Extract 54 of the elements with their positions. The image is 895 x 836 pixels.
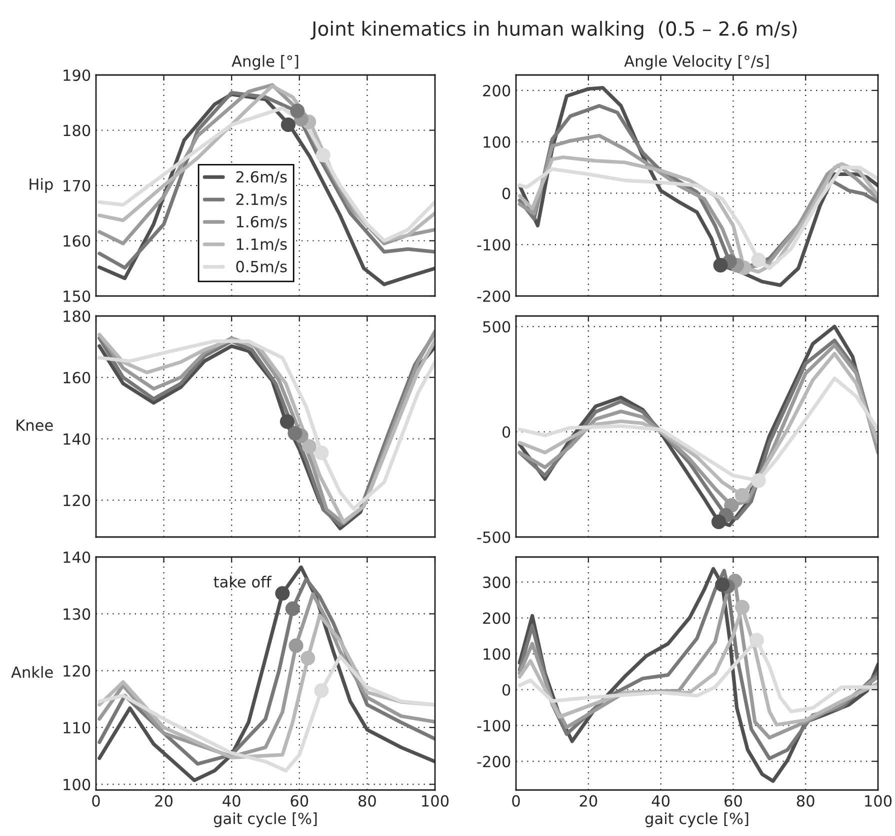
y-tick-label: 110 (64, 722, 90, 734)
y-tick-label: 160 (64, 235, 90, 247)
y-tick-label: -100 (477, 239, 510, 251)
x-tick-label: 80 (796, 795, 814, 807)
chart-title: Angle Velocity [°/s] (624, 55, 769, 70)
text: Joint kinematics in human walking (0.5 – 2.6 m/s) (310, 20, 797, 40)
y-tick-label: 0 (502, 426, 510, 438)
x-tick-label: 100 (422, 795, 449, 807)
y-tick-label: 0 (502, 188, 510, 200)
annotation: take off (214, 576, 272, 588)
y-tick-label: 0 (502, 684, 510, 696)
y-tick-label: 150 (64, 290, 90, 302)
x-tick-label: 100 (865, 795, 892, 807)
y-tick-label: 300 (483, 576, 510, 588)
y-tick-label: 180 (64, 310, 90, 322)
y-tick-label: -100 (477, 720, 510, 732)
y-tick-label: 140 (64, 433, 90, 445)
y-tick-label: 190 (64, 69, 90, 82)
x-tick-label: 20 (155, 795, 173, 807)
x-axis-title: gait cycle [%] (645, 812, 748, 828)
y-tick-label: 120 (64, 665, 90, 677)
legend-label: 1.6m/s (236, 216, 287, 229)
y-tick-label: 140 (64, 551, 90, 564)
y-tick-label: 130 (64, 608, 90, 620)
x-tick-label: 40 (222, 795, 240, 807)
y-axis-title: Knee (16, 420, 53, 431)
legend-label: 2.6m/s (236, 171, 287, 184)
y-tick-label: -200 (477, 756, 510, 768)
y-tick-label: 100 (484, 648, 510, 660)
x-tick-label: 80 (358, 795, 376, 807)
x-tick-label: 40 (652, 795, 670, 807)
y-tick-label: 200 (483, 612, 510, 624)
y-tick-label: -500 (477, 531, 510, 544)
chart-title: Angle [°] (232, 55, 298, 70)
x-tick-label: 60 (290, 795, 308, 807)
y-tick-label: 120 (64, 494, 90, 506)
x-tick-label: 0 (92, 795, 100, 807)
y-axis-title: Hip (30, 178, 53, 193)
legend-label: 1.1m/s (236, 238, 287, 252)
y-tick-label: 160 (64, 372, 90, 384)
y-tick-label: 170 (64, 180, 90, 192)
y-tick-label: 500 (483, 320, 510, 333)
y-tick-label: 200 (483, 84, 510, 96)
y-axis-title: Ankle (11, 666, 53, 678)
x-tick-label: 0 (512, 795, 520, 807)
x-axis-title: gait cycle [%] (214, 812, 317, 828)
y-tick-label: 100 (64, 778, 90, 790)
y-tick-label: 100 (484, 136, 510, 148)
x-tick-label: 20 (580, 795, 598, 807)
legend-label: 0.5m/s (236, 260, 287, 274)
y-tick-label: -200 (477, 290, 510, 302)
x-tick-label: 60 (724, 795, 742, 807)
legend-label: 2.1m/s (236, 194, 287, 206)
y-tick-label: 180 (64, 124, 90, 136)
